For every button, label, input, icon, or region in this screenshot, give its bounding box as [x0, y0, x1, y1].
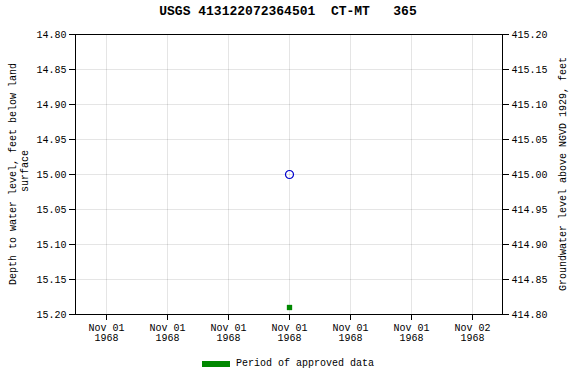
svg-text:14.80: 14.80: [36, 30, 66, 41]
html-text:Period of approved data: Period of approved data: [236, 358, 374, 369]
svg-text:415.15: 415.15: [512, 65, 548, 76]
svg-text:14.85: 14.85: [36, 65, 66, 76]
svg-text:Nov 011968: Nov 011968: [88, 323, 124, 344]
html-text:USGS 413122072364501 CT-MT 365: USGS 413122072364501 CT-MT 365: [159, 4, 417, 19]
svg-text:Nov 011968: Nov 011968: [393, 323, 429, 344]
svg-text:414.95: 414.95: [512, 205, 548, 216]
svg-text:15.00: 15.00: [36, 170, 66, 181]
svg-text:415.20: 415.20: [512, 30, 548, 41]
svg-text:415.00: 415.00: [512, 170, 548, 181]
svg-text:Nov 011968: Nov 011968: [271, 323, 307, 344]
svg-text:Nov 021968: Nov 021968: [454, 323, 490, 344]
svg-text:14.90: 14.90: [36, 100, 66, 111]
svg-text:Nov 011968: Nov 011968: [210, 323, 246, 344]
svg-text:15.15: 15.15: [36, 275, 66, 286]
svg-text:414.90: 414.90: [512, 240, 548, 251]
svg-text:415.05: 415.05: [512, 135, 548, 146]
svg-text:15.05: 15.05: [36, 205, 66, 216]
svg-text:15.20: 15.20: [36, 310, 66, 321]
svg-text:Nov 011968: Nov 011968: [149, 323, 185, 344]
svg-text:15.10: 15.10: [36, 240, 66, 251]
svg-text:Nov 011968: Nov 011968: [332, 323, 368, 344]
svg-text:415.10: 415.10: [512, 100, 548, 111]
svg-text:414.80: 414.80: [512, 310, 548, 321]
html-text:Groundwater level above NGVD 1: Groundwater level above NGVD 1929, feet: [558, 57, 569, 291]
html-text:Depth to water level, feet bel: Depth to water level, feet below land su…: [8, 63, 31, 285]
svg-text:414.85: 414.85: [512, 275, 548, 286]
svg-text:14.95: 14.95: [36, 135, 66, 146]
